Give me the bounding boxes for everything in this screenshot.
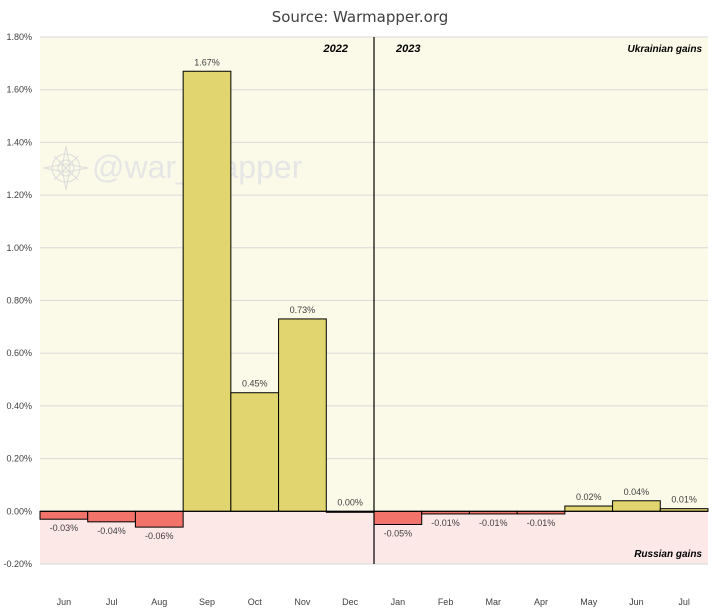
x-tick-label: Nov (294, 597, 311, 607)
bar (230, 392, 280, 512)
x-tick-label: Feb (438, 597, 454, 607)
compass-rose-icon (43, 145, 89, 191)
bar (39, 510, 89, 520)
data-label: -0.03% (50, 523, 79, 533)
data-label: -0.01% (479, 518, 508, 528)
bar (278, 318, 327, 512)
y-tick-label: 0.00% (6, 506, 32, 516)
data-label: 0.00% (337, 497, 363, 507)
bar (373, 510, 423, 525)
data-label: 0.45% (242, 379, 268, 389)
bar (134, 510, 184, 528)
x-tick-label: Jul (678, 597, 690, 607)
data-labels: -0.03% -0.04% -0.06% 1.67% 0.45% 0.73% 0.00% -0… (50, 57, 697, 541)
x-tick-label: Jun (57, 597, 72, 607)
x-tick-label: Dec (342, 597, 359, 607)
bar (612, 500, 661, 512)
x-tick-label: Sep (199, 597, 215, 607)
data-label: 0.04% (624, 487, 650, 497)
year-label-2022: 2022 (323, 43, 348, 55)
x-tick-label: Jan (391, 597, 406, 607)
x-tick-label: Mar (486, 597, 502, 607)
y-tick-label: 0.20% (6, 454, 32, 464)
x-tick-label: Jun (629, 597, 644, 607)
data-label: -0.01% (527, 518, 556, 528)
year-label-2023: 2023 (395, 43, 420, 55)
x-tick-label: Apr (534, 597, 548, 607)
data-label: -0.01% (431, 518, 460, 528)
x-tick-label: May (580, 597, 598, 607)
bar (87, 510, 136, 523)
data-label: 0.01% (671, 495, 697, 505)
y-tick-label: 1.80% (6, 32, 32, 42)
y-tick-label: 0.80% (6, 296, 32, 306)
bar (564, 505, 614, 512)
russian-gains-label: Russian gains (634, 549, 702, 560)
x-tick-label: Aug (151, 597, 167, 607)
axes: -0.20% 0.00% 0.20% 0.40% 0.60% 0.80% 1.00% 1.20… (3, 32, 708, 607)
y-tick-label: 0.40% (6, 401, 32, 411)
x-tick-label: Oct (248, 597, 263, 607)
y-tick-label: 1.20% (6, 190, 32, 200)
bar (182, 70, 232, 512)
data-label: -0.04% (97, 526, 126, 536)
y-tick-label: 1.60% (6, 85, 32, 95)
x-tick-label: Jul (106, 597, 118, 607)
data-label: 0.73% (290, 305, 316, 315)
chart-source-title: Source: Warmapper.org (271, 8, 449, 26)
ukrainian-gains-label: Ukrainian gains (628, 44, 703, 55)
data-label: 1.67% (194, 57, 220, 67)
y-tick-label: 1.00% (6, 243, 32, 253)
data-label: -0.05% (384, 528, 413, 538)
y-tick-label: 0.60% (6, 348, 32, 358)
y-tick-label: -0.20% (3, 559, 32, 569)
data-label: 0.02% (576, 492, 602, 502)
y-tick-label: 1.40% (6, 137, 32, 147)
data-label: -0.06% (145, 531, 174, 541)
